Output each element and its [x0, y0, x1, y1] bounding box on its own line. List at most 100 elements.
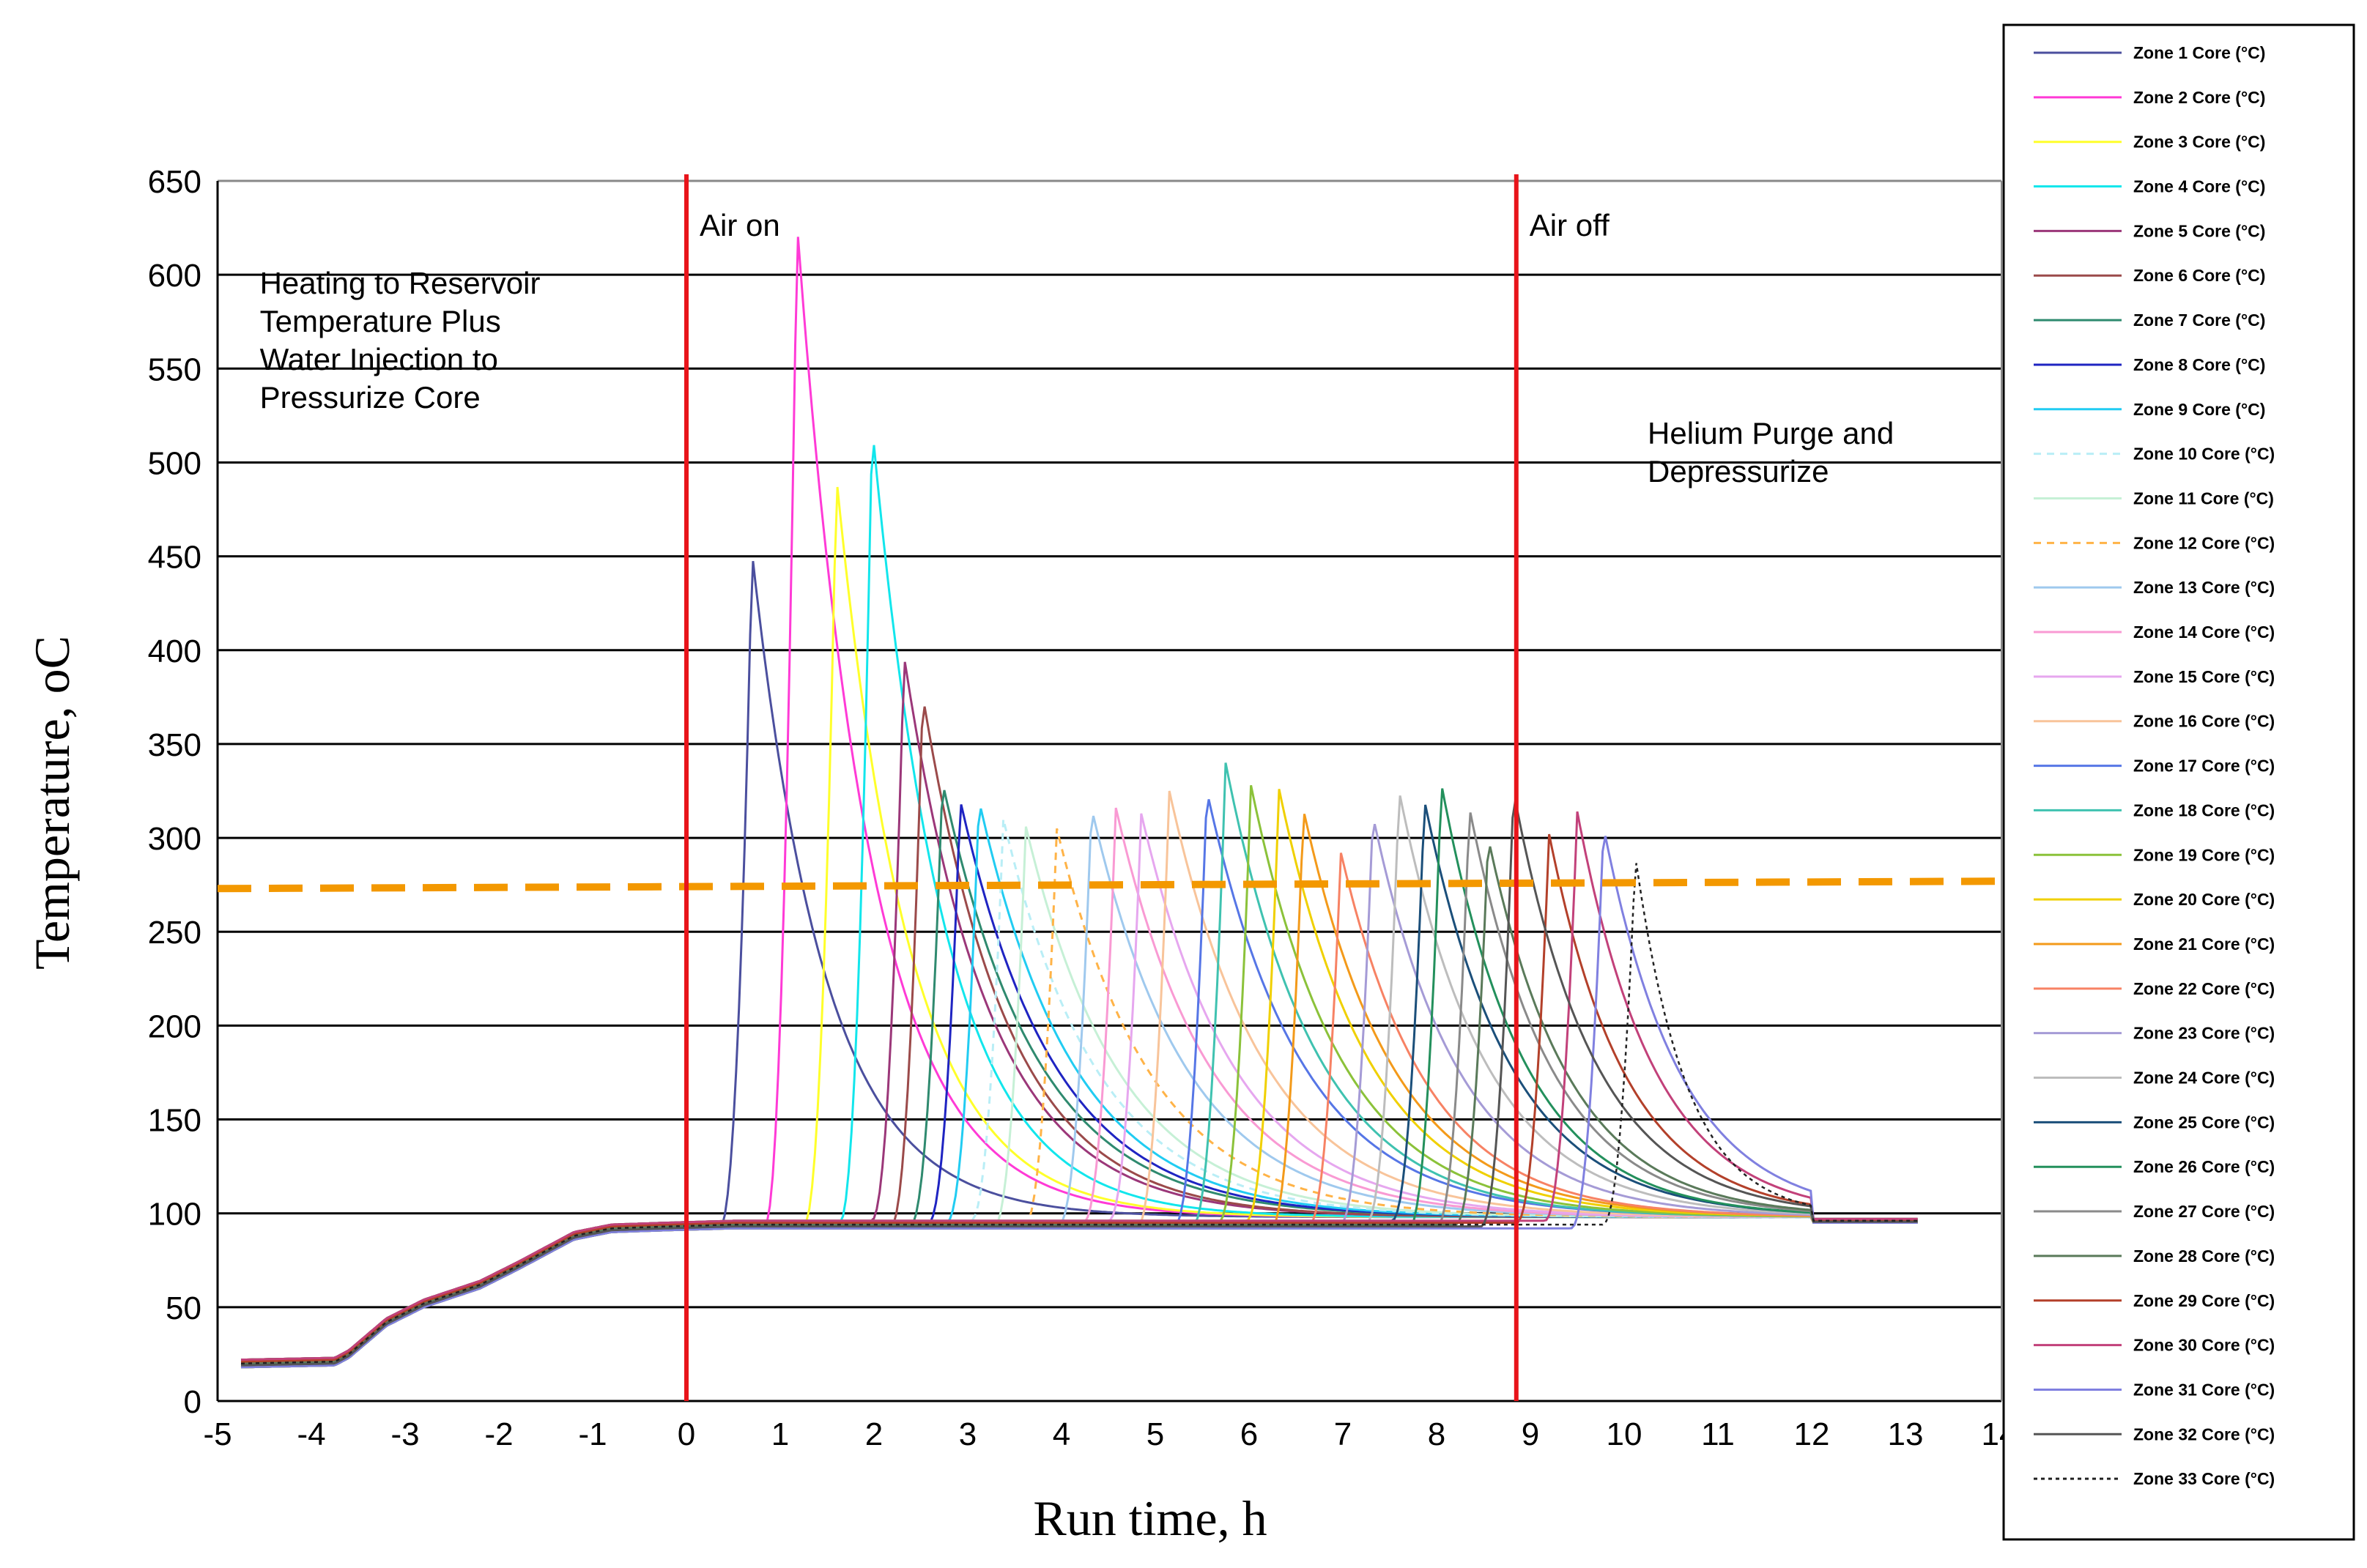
legend-item-zone-27: Zone 27 Core (°C) [2133, 1202, 2275, 1221]
legend-item-zone-11: Zone 11 Core (°C) [2133, 488, 2274, 508]
legend-item-zone-25: Zone 25 Core (°C) [2133, 1112, 2275, 1132]
x-tick-label: 8 [1428, 1416, 1445, 1452]
x-tick-label: 2 [865, 1416, 883, 1452]
annotations: Heating to Reservoir Temperature Plus Wate… [260, 266, 1894, 488]
legend-item-zone-20: Zone 20 Core (°C) [2133, 890, 2275, 909]
plot-area [216, 181, 2002, 1401]
y-tick-label: 550 [148, 352, 201, 387]
y-tick-label: 300 [148, 821, 201, 857]
legend-item-zone-33: Zone 33 Core (°C) [2133, 1469, 2275, 1488]
legend-item-zone-15: Zone 15 Core (°C) [2133, 667, 2275, 686]
x-tick-label: 1 [771, 1416, 789, 1452]
x-tick-label: 12 [1794, 1416, 1830, 1452]
annotation-1-line: Heating to Reservoir [260, 266, 541, 300]
y-tick-label: 650 [148, 164, 201, 200]
gridlines [218, 179, 2001, 1402]
legend-item-zone-10: Zone 10 Core (°C) [2133, 445, 2275, 464]
legend-item-zone-7: Zone 7 Core (°C) [2133, 311, 2265, 330]
y-tick-label: 50 [166, 1290, 201, 1326]
series-layer [240, 237, 1918, 1369]
x-tick-label: -5 [203, 1416, 231, 1452]
legend-item-zone-16: Zone 16 Core (°C) [2133, 712, 2275, 731]
series-line-zone-12 [240, 828, 1918, 1367]
legend-item-zone-29: Zone 29 Core (°C) [2133, 1291, 2275, 1310]
legend-item-zone-13: Zone 13 Core (°C) [2133, 578, 2275, 597]
y-tick-labels: 0 50 100 150 200 250 300 350 400 450 500 550 600 650 [148, 164, 201, 1420]
series-line-zone-30 [240, 811, 1918, 1361]
x-tick-label: -2 [484, 1416, 513, 1452]
x-tick-labels: -5 -4 -3 -2 -1 0 1 2 3 4 5 6 7 8 9 10 11 12 13 14 [203, 1416, 2017, 1452]
x-tick-label: 11 [1701, 1416, 1735, 1452]
annotation-2-line: Helium Purge and [1648, 416, 1894, 450]
y-tick-label: 100 [148, 1197, 201, 1233]
legend-item-zone-32: Zone 32 Core (°C) [2133, 1424, 2275, 1443]
series-line-zone-5 [240, 661, 1918, 1361]
y-tick-label: 600 [148, 258, 201, 294]
series-line-zone-33 [241, 863, 1918, 1364]
series-line-zone-28 [241, 846, 1918, 1365]
y-tick-label: 250 [148, 915, 201, 951]
legend: Zone 1 Core (°C) Zone 2 Core (°C) Zone 3 C… [2002, 23, 2355, 1541]
legend-item-zone-6: Zone 6 Core (°C) [2133, 266, 2265, 285]
legend-item-zone-5: Zone 5 Core (°C) [2133, 221, 2265, 240]
y-tick-label: 0 [184, 1384, 201, 1420]
legend-item-zone-19: Zone 19 Core (°C) [2133, 845, 2275, 864]
annotation-1-line: Temperature Plus [260, 304, 501, 338]
annotation-1-line: Water Injection to [260, 342, 498, 376]
y-tick-label: 450 [148, 540, 201, 576]
annotation-2-line: Depressurize [1648, 454, 1829, 488]
y-axis-title: Temperature, oC [24, 636, 80, 970]
legend-box [2002, 23, 2355, 1541]
series-line-zone-22 [240, 852, 1918, 1367]
series-line-zone-1 [240, 561, 1918, 1369]
y-tick-label: 400 [148, 633, 201, 669]
x-tick-label: 7 [1334, 1416, 1352, 1452]
event-lines: Air on Air off [684, 174, 1610, 1401]
legend-item-zone-24: Zone 24 Core (°C) [2133, 1069, 2275, 1088]
y-tick-label: 350 [148, 727, 201, 763]
legend-item-zone-12: Zone 12 Core (°C) [2133, 533, 2275, 552]
legend-item-zone-22: Zone 22 Core (°C) [2133, 979, 2275, 998]
legend-item-zone-4: Zone 4 Core (°C) [2133, 177, 2265, 196]
legend-item-zone-3: Zone 3 Core (°C) [2133, 133, 2265, 152]
event-label-air-off: Air off [1530, 208, 1610, 242]
legend-item-zone-26: Zone 26 Core (°C) [2133, 1157, 2275, 1176]
annotation-1-line: Pressurize Core [260, 380, 481, 415]
x-tick-label: 4 [1053, 1416, 1070, 1452]
legend-item-zone-18: Zone 18 Core (°C) [2133, 800, 2275, 820]
reference-layer [217, 877, 2037, 893]
legend-item-zone-21: Zone 21 Core (°C) [2133, 935, 2275, 954]
legend-item-zone-2: Zone 2 Core (°C) [2133, 88, 2265, 107]
series-line-zone-11 [240, 826, 1918, 1369]
y-tick-label: 150 [148, 1103, 201, 1139]
x-tick-label: -4 [297, 1416, 325, 1452]
legend-item-zone-1: Zone 1 Core (°C) [2133, 43, 2265, 62]
series-line-zone-2 [240, 237, 1918, 1367]
x-tick-label: 0 [678, 1416, 695, 1452]
event-label-air-on: Air on [700, 208, 780, 242]
legend-item-zone-23: Zone 23 Core (°C) [2133, 1024, 2275, 1043]
series-line-zone-31 [240, 836, 1918, 1369]
reference-line-reservoir [217, 877, 2037, 893]
x-tick-label: 10 [1607, 1416, 1642, 1452]
legend-item-zone-28: Zone 28 Core (°C) [2133, 1246, 2275, 1266]
legend-item-zone-8: Zone 8 Core (°C) [2133, 355, 2265, 374]
y-tick-label: 200 [148, 1008, 201, 1044]
x-tick-label: 9 [1522, 1416, 1539, 1452]
legend-item-zone-14: Zone 14 Core (°C) [2133, 623, 2275, 642]
x-tick-label: -3 [390, 1416, 419, 1452]
series-line-zone-3 [241, 486, 1918, 1365]
series-line-zone-32 [240, 800, 1918, 1367]
x-tick-label: 13 [1888, 1416, 1924, 1452]
x-tick-label: 6 [1240, 1416, 1258, 1452]
series-line-zone-29 [240, 833, 1918, 1363]
legend-item-zone-9: Zone 9 Core (°C) [2133, 400, 2265, 419]
y-tick-label: 500 [148, 445, 201, 481]
legend-item-zone-17: Zone 17 Core (°C) [2133, 757, 2275, 776]
series-line-zone-6 [240, 706, 1918, 1369]
x-axis-title: Run time, h [1033, 1490, 1267, 1546]
legend-item-zone-30: Zone 30 Core (°C) [2133, 1336, 2275, 1355]
x-tick-label: 5 [1147, 1416, 1164, 1452]
legend-item-zone-31: Zone 31 Core (°C) [2133, 1380, 2275, 1399]
